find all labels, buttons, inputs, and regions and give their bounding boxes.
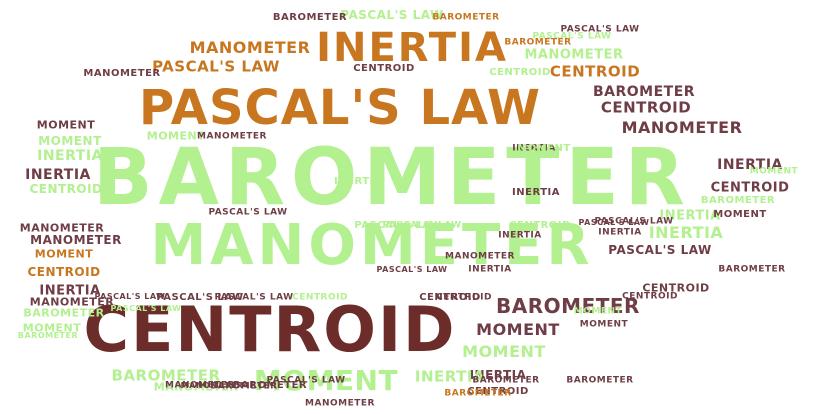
cloud-word: MOMENT	[34, 247, 94, 261]
cloud-word: PASCAL'S LAW	[532, 31, 612, 42]
cloud-word: MANOMETER	[83, 68, 161, 79]
cloud-word: INERTIA	[316, 25, 508, 71]
cloud-word: BAROMETER	[496, 294, 640, 318]
cloud-word: BAROMETER	[232, 380, 308, 391]
cloud-word: MANOMETER	[165, 380, 235, 391]
cloud-word: BAROMETER	[17, 331, 79, 340]
cloud-word: CENTROID	[436, 292, 492, 303]
cloud-word: BAROMETER	[432, 12, 500, 23]
cloud-word: PASCAL'S LAW	[208, 207, 288, 218]
cloud-word: BAROMETER	[504, 37, 572, 48]
cloud-word: INERTIA	[717, 157, 783, 173]
cloud-word: MOMENT	[579, 319, 629, 330]
cloud-word: CENTROID	[292, 292, 348, 303]
cloud-word: MOMENT	[517, 143, 571, 154]
cloud-word: MANOMETER	[29, 295, 115, 309]
cloud-word: MANOMETER	[524, 47, 624, 63]
cloud-word: INERTIA	[334, 176, 382, 187]
cloud-word: PASCAL'S LAW	[376, 265, 448, 274]
cloud-word: BAROMETER	[566, 375, 634, 386]
cloud-word: CENTROID	[710, 180, 790, 196]
cloud-word: INERTIA	[414, 367, 486, 386]
cloud-word: BAROMETER	[592, 84, 696, 100]
cloud-word: PASCAL'S LAW	[608, 243, 712, 257]
cloud-word: MANOMETER	[189, 38, 311, 57]
cloud-word: CENTROID	[622, 291, 678, 302]
cloud-word: INERTIA	[512, 187, 560, 198]
cloud-word: INERTIA	[37, 148, 103, 164]
cloud-word: INERTIA	[498, 230, 542, 241]
cloud-word: MOMENT	[573, 306, 623, 317]
cloud-word: BAROMETER	[23, 306, 105, 320]
cloud-word: CENTROID	[467, 386, 529, 397]
cloud-word: CENTROID	[600, 98, 692, 117]
cloud-word: INERTIA	[598, 227, 642, 238]
cloud-word: BAROMETER	[272, 12, 348, 23]
cloud-word: MOMENT	[749, 166, 799, 177]
cloud-word: MOMENT	[36, 118, 96, 132]
cloud-word: INERTIA	[25, 167, 91, 183]
cloud-word: CENTROID	[509, 220, 571, 231]
cloud-word: MANOMETER	[197, 131, 267, 142]
cloud-word: MOMENT	[713, 209, 767, 220]
cloud-word: INERTIA	[468, 264, 512, 275]
cloud-word: CENTROID	[83, 293, 457, 366]
cloud-word: PASCAL'S LAW	[214, 292, 294, 303]
cloud-word: MANOMETER	[153, 380, 239, 394]
cloud-word: PASCAL'S LAW	[560, 24, 640, 35]
cloud-word: BAROMETER	[472, 375, 540, 386]
cloud-word: MOMENT	[462, 342, 546, 361]
cloud-word: PASCAL'S LAW	[110, 304, 182, 313]
cloud-word: PASCAL'S LAW	[340, 8, 444, 22]
cloud-word: CENTROID	[642, 281, 710, 295]
cloud-word: PASCAL'S LAW	[152, 57, 280, 76]
cloud-word: MANOMETER	[19, 221, 105, 235]
cloud-word: PASCAL'S LAW	[139, 80, 541, 136]
cloud-word: PASCAL'S LAW	[266, 375, 346, 386]
cloud-word: MOMENT	[146, 129, 206, 143]
cloud-word: CENTROID	[353, 63, 415, 74]
cloud-word: INERTIA	[512, 143, 556, 154]
cloud-word: CENTROID	[29, 182, 103, 196]
cloud-word: MOMENT	[38, 134, 102, 148]
cloud-word: CENTROID	[419, 292, 481, 303]
cloud-word: BAROMETER	[93, 133, 691, 223]
cloud-word: PASCAL'S LAW	[382, 220, 462, 231]
cloud-word: BAROMETER	[444, 388, 512, 399]
cloud-word: MOMENT	[22, 321, 82, 335]
cloud-word: CENTROID	[27, 265, 101, 279]
cloud-word: PASCAL'S LAW	[94, 292, 166, 301]
cloud-word: MANOMETER	[30, 233, 122, 247]
cloud-word: MANOMETER	[180, 381, 244, 390]
cloud-word: MANOMETER	[150, 213, 594, 278]
cloud-word: MOMENT	[476, 320, 560, 339]
cloud-word: PASCAL'S LAW	[156, 292, 244, 303]
cloud-word: PASCAL'S LAW	[354, 220, 442, 231]
cloud-word: MANOMETER	[445, 251, 515, 262]
cloud-word: MANOMETER	[621, 118, 743, 137]
cloud-word: MOMENT	[253, 364, 399, 397]
cloud-word: CENTROID	[489, 67, 551, 78]
cloud-word: BAROMETER	[718, 264, 786, 275]
cloud-word: INERTIA	[469, 368, 527, 382]
cloud-word: INERTIA	[39, 283, 101, 299]
cloud-word: PASCAL'S LAW	[578, 218, 650, 227]
cloud-word: INERTIA	[648, 223, 724, 242]
cloud-word: INERTIA	[659, 208, 721, 224]
cloud-word: BAROMETER	[700, 195, 776, 206]
cloud-word: BAROMETER	[111, 366, 221, 385]
cloud-word: MANOMETER	[305, 398, 375, 409]
cloud-word: BAROMETER	[210, 381, 278, 392]
cloud-word: CENTROID	[549, 62, 641, 81]
cloud-word: PASCAL'S LAW	[594, 216, 674, 227]
